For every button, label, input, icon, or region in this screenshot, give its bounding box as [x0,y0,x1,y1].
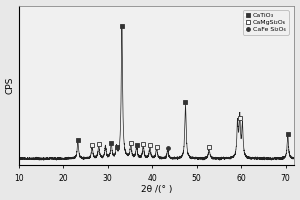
X-axis label: 2θ /(° ): 2θ /(° ) [141,185,172,194]
Legend: CaTiO₃, CaMgSi₂O₆, CaFe Si₂O₆: CaTiO₃, CaMgSi₂O₆, CaFe Si₂O₆ [243,10,289,35]
Y-axis label: CPS: CPS [6,77,15,94]
